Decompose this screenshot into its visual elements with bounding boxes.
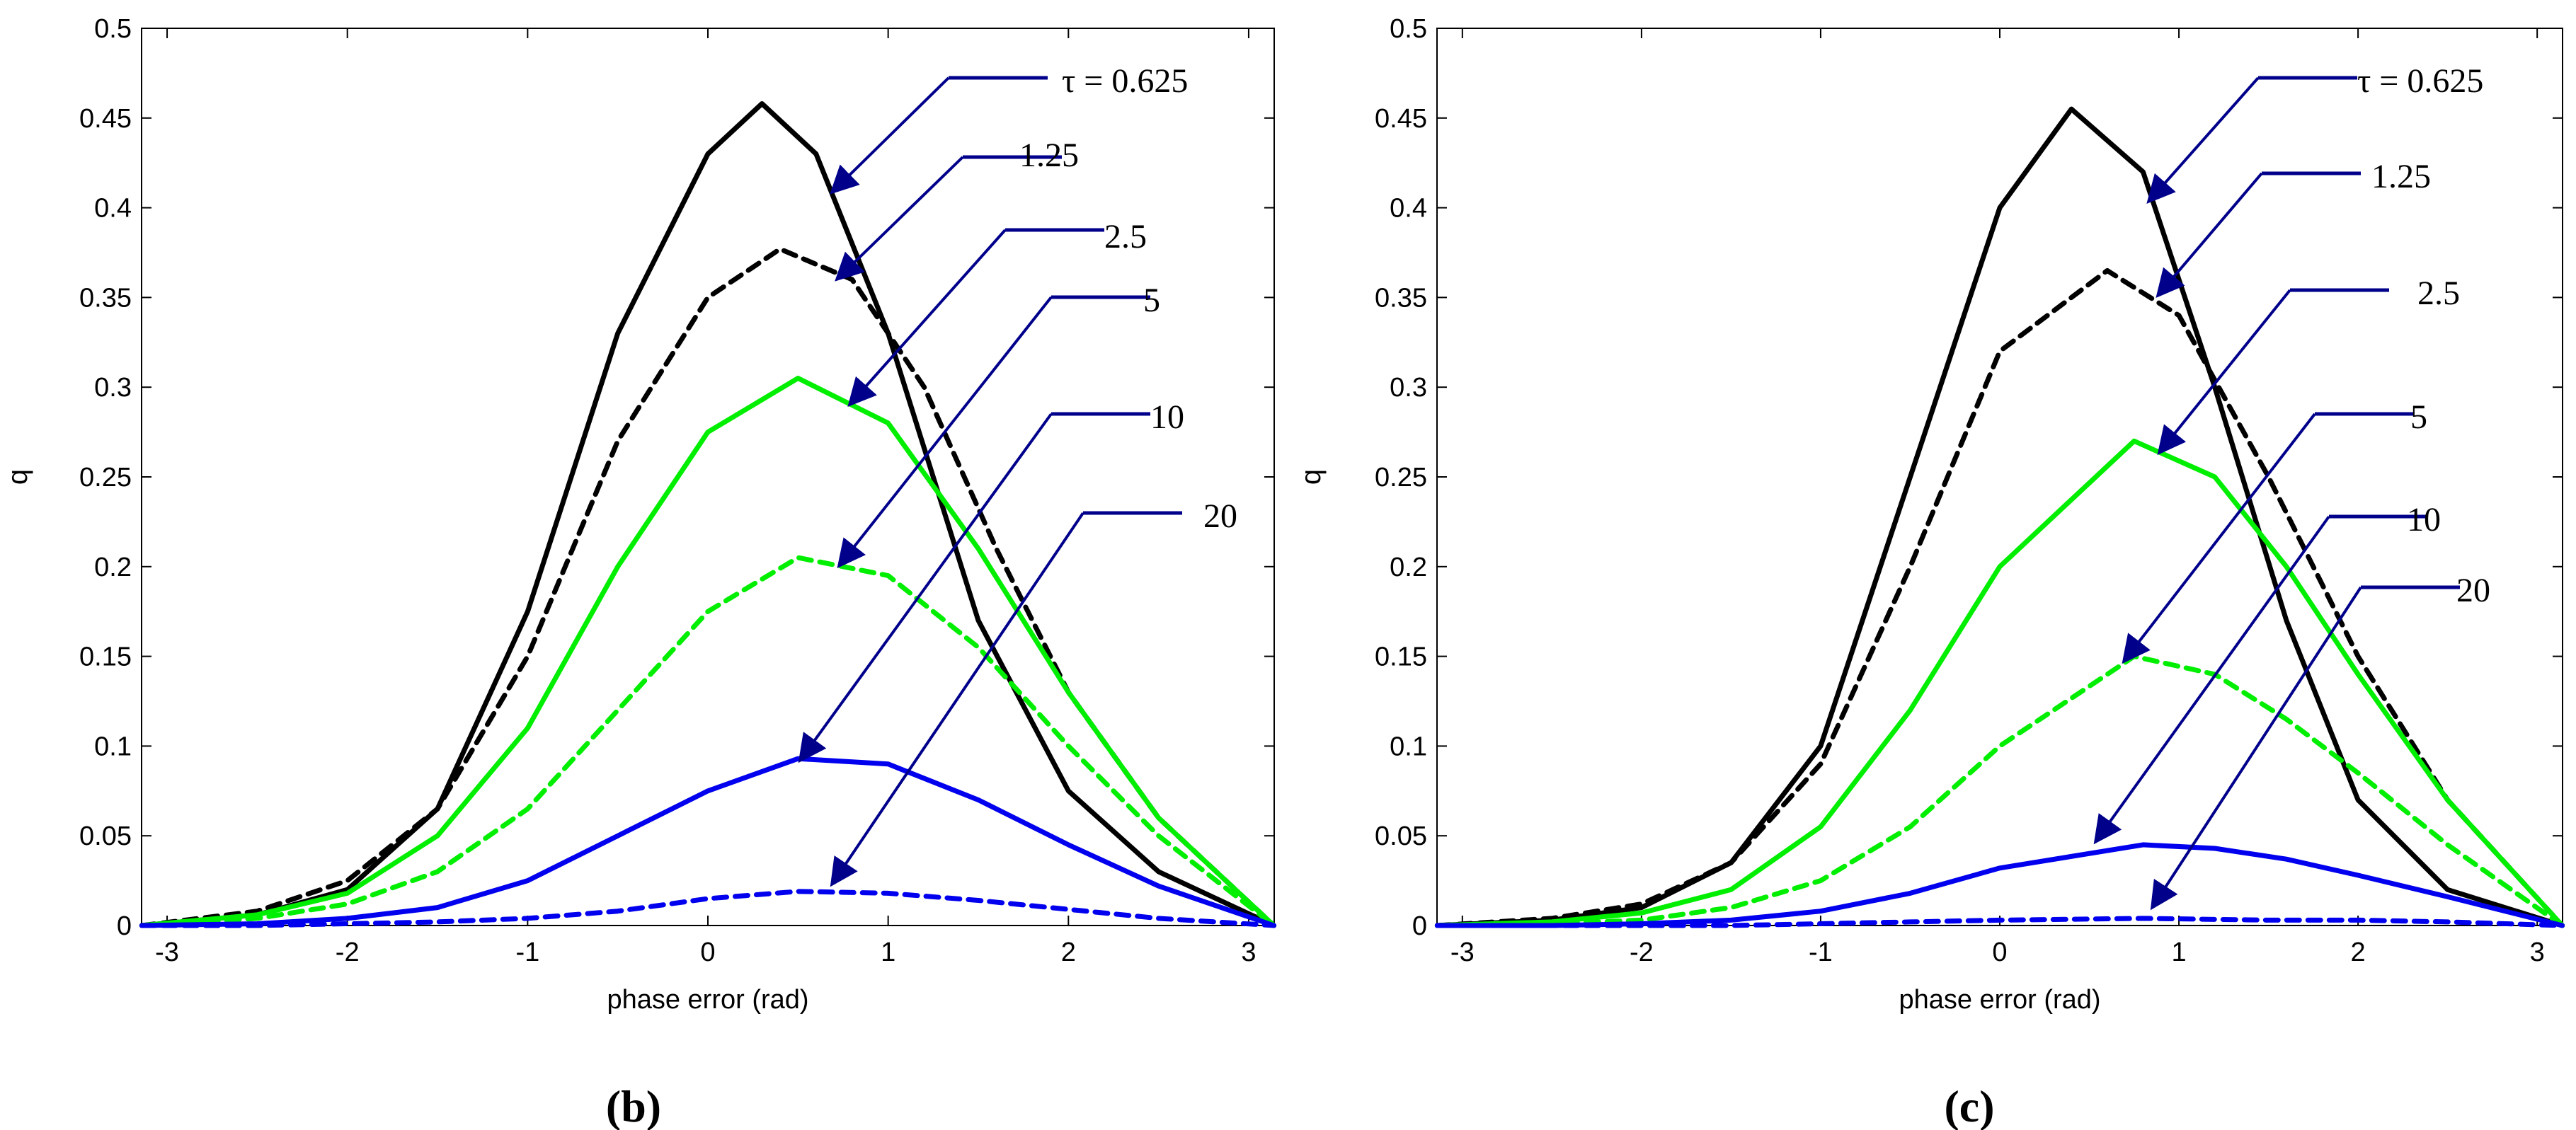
series-line-5 xyxy=(1434,916,2565,928)
callout-arrow xyxy=(2156,172,2263,299)
y-tick-label: 0 xyxy=(117,911,132,941)
y-tick-label: 0.15 xyxy=(79,642,132,672)
series-line-1 xyxy=(139,246,1277,928)
y-tick-label: 0.5 xyxy=(94,14,132,44)
y-tick-label: 0.4 xyxy=(94,194,132,224)
callout-arrow xyxy=(2093,515,2330,845)
y-tick-label: 0.25 xyxy=(1375,463,1427,492)
y-tick-label: 0.3 xyxy=(1390,373,1427,403)
y-tick-label: 0.4 xyxy=(1390,194,1427,224)
series-line-2 xyxy=(1434,438,2565,928)
callout-label: 5 xyxy=(2410,398,2427,436)
y-tick-label: 0.35 xyxy=(79,283,132,313)
y-tick-label: 0.1 xyxy=(1390,732,1427,761)
y-tick-label: 0.15 xyxy=(1375,642,1427,672)
x-tick-label: 2 xyxy=(2351,938,2366,967)
series-line-1 xyxy=(1434,267,2565,928)
callout-arrow xyxy=(830,76,950,195)
callout-label: τ = 0.625 xyxy=(2357,62,2483,100)
y-tick-label: 0.25 xyxy=(79,463,132,492)
y-tick-label: 0.35 xyxy=(1375,283,1427,313)
series-line-0 xyxy=(139,101,1277,928)
y-tick-label: 0.05 xyxy=(79,821,132,851)
y-tick-label: 0.3 xyxy=(94,373,132,403)
callout-label: 5 xyxy=(1143,282,1160,319)
x-tick-label: -3 xyxy=(155,938,179,967)
x-axis-label: phase error (rad) xyxy=(1899,985,2100,1015)
callout-arrow xyxy=(798,413,1053,763)
callout-label: 2.5 xyxy=(2417,275,2460,312)
x-tick-label: -3 xyxy=(1450,938,1475,967)
x-tick-label: -2 xyxy=(1630,938,1654,967)
x-tick-label: 0 xyxy=(1992,938,2007,967)
x-tick-label: -1 xyxy=(515,938,539,967)
callout-label: 2.5 xyxy=(1104,218,1147,255)
x-tick-label: 2 xyxy=(1061,938,1076,967)
callout-arrow xyxy=(2146,76,2260,204)
y-tick-label: 0 xyxy=(1412,911,1427,941)
series-line-3 xyxy=(1434,654,2565,928)
series-line-0 xyxy=(1434,106,2565,928)
callout-label: τ = 0.625 xyxy=(1062,62,1188,100)
callout-arrow xyxy=(835,156,964,282)
y-tick-label: 0.45 xyxy=(79,104,132,134)
x-tick-label: 0 xyxy=(700,938,715,967)
y-tick-label: 0.5 xyxy=(1390,14,1427,44)
chart-panel-b: 0 0.05 0.1 0.15 0.2 0.25 0.3 0.35 0.4 0.45 0.5 -3 -2… xyxy=(2,14,1277,1130)
y-tick-label: 0.45 xyxy=(1375,104,1427,134)
callout-label: 10 xyxy=(2407,501,2441,538)
callout-arrow xyxy=(2157,289,2291,456)
x-tick-label: 3 xyxy=(2530,938,2545,967)
panel-label: (c) xyxy=(1944,1081,1994,1130)
chart-panel-c: 0 0.05 0.1 0.15 0.2 0.25 0.3 0.35 0.4 0.45 0.5 -3 -2… xyxy=(1295,14,2565,1130)
x-axis-label: phase error (rad) xyxy=(607,985,808,1015)
y-axis-label: q xyxy=(2,469,33,485)
y-axis-label: q xyxy=(1295,469,1327,485)
y-tick-label: 0.1 xyxy=(94,732,132,761)
callout-label: 10 xyxy=(1150,398,1184,436)
y-tick-label: 0.2 xyxy=(1390,553,1427,582)
callout-label: 1.25 xyxy=(1019,137,1079,174)
y-tick-label: 0.2 xyxy=(94,553,132,582)
series-line-3 xyxy=(139,555,1277,928)
callout-arrow xyxy=(847,229,1007,407)
callout-arrow xyxy=(830,512,1084,887)
series-line-4 xyxy=(139,756,1277,928)
x-tick-label: 1 xyxy=(881,938,895,967)
series-line-5 xyxy=(139,889,1277,928)
callout-label: 20 xyxy=(2456,572,2490,609)
y-tick-label: 0.05 xyxy=(1375,821,1427,851)
x-tick-label: 1 xyxy=(2171,938,2186,967)
series-line-2 xyxy=(139,376,1277,928)
callout-arrow xyxy=(2122,413,2316,664)
callout-label: 1.25 xyxy=(2371,158,2431,195)
panel-label: (b) xyxy=(606,1081,661,1130)
x-tick-label: -2 xyxy=(336,938,360,967)
callout-label: 20 xyxy=(1203,497,1237,535)
x-tick-label: 3 xyxy=(1241,938,1256,967)
callout-arrow xyxy=(2150,586,2362,911)
callout-arrow xyxy=(837,296,1053,569)
x-tick-label: -1 xyxy=(1809,938,1833,967)
